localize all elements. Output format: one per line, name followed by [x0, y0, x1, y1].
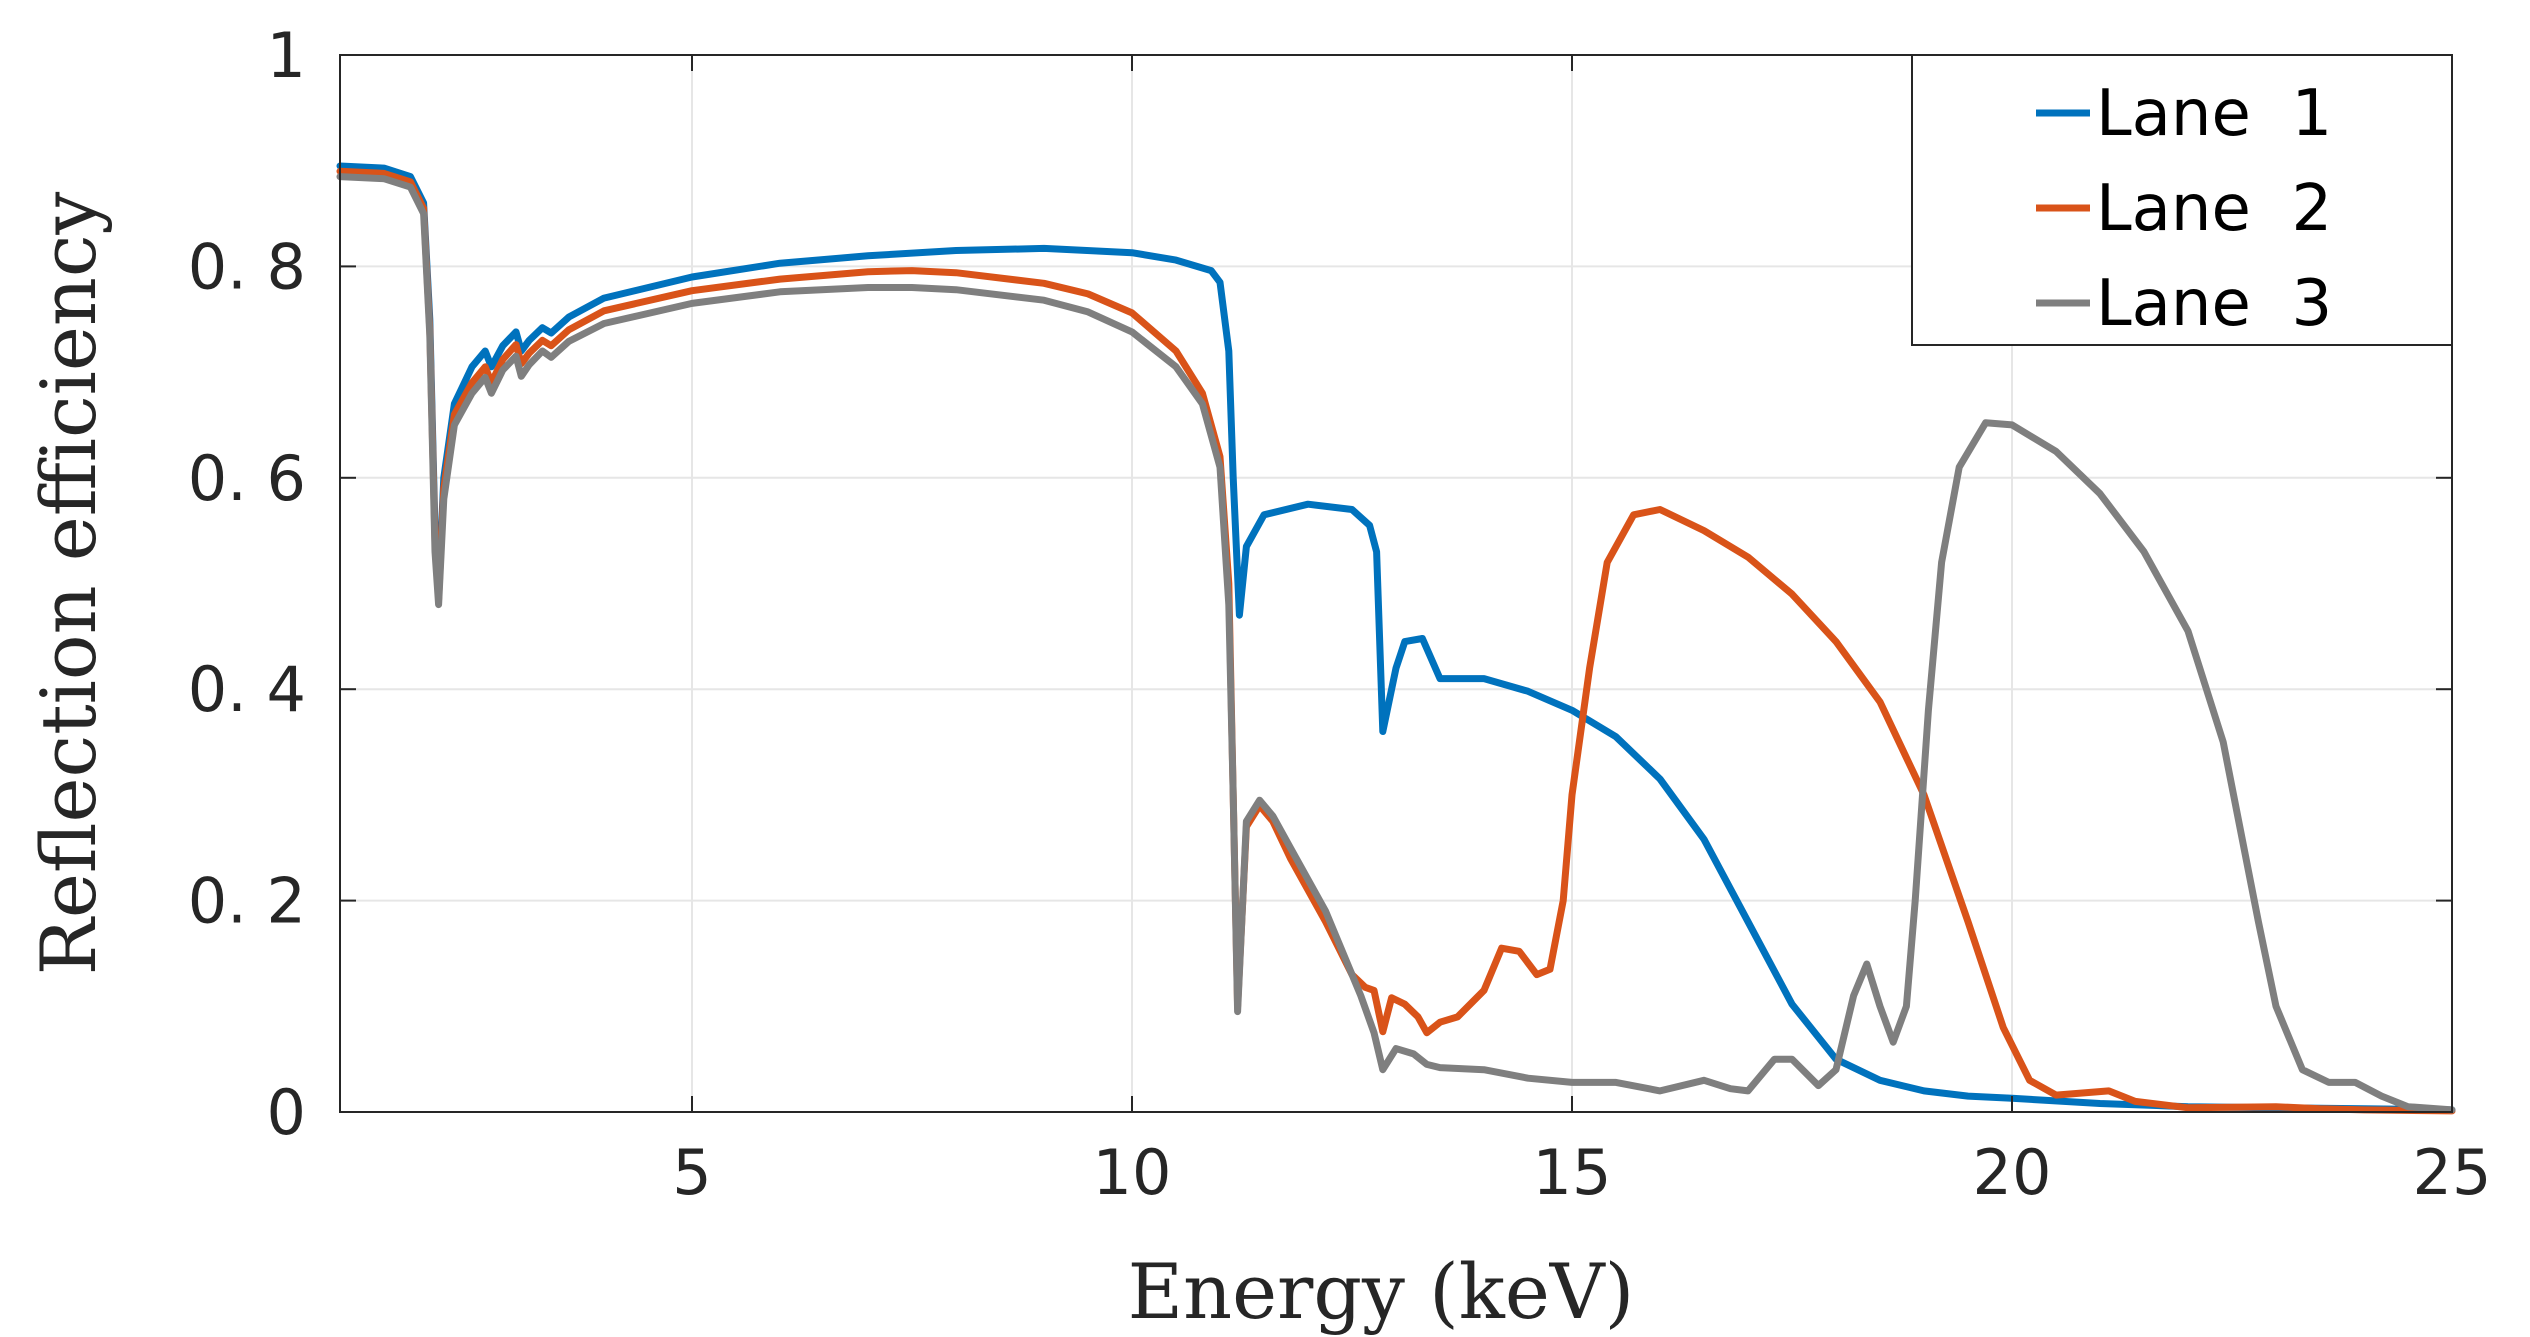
axis-ticks: 5 10 15 20 25 0 0. 2 0. 4 0. 6 0. 8 1 [188, 19, 2492, 1209]
y-tick-label: 0. 8 [188, 230, 306, 303]
series-line-lane-3 [336, 173, 2456, 1114]
legend-label-lane-1: Lane 1 [2096, 77, 2332, 151]
series-line-lane-1 [336, 162, 2456, 1114]
y-tick-label: 0. 4 [188, 653, 306, 726]
x-tick-label: 20 [1973, 1136, 2052, 1209]
x-tick-label: 10 [1093, 1136, 1172, 1209]
series-layer [336, 162, 2456, 1115]
x-tick-label: 15 [1533, 1136, 1612, 1209]
y-tick-label: 0. 2 [188, 865, 306, 938]
axes-box [339, 54, 2453, 1113]
y-axis-title: Reflection efficiency [24, 192, 113, 976]
x-tick-label: 5 [672, 1136, 711, 1209]
x-tick-label: 25 [2413, 1136, 2492, 1209]
legend-box [1911, 54, 2453, 346]
legend: Lane 1 Lane 2 Lane 3 [1911, 54, 2453, 346]
legend-label-lane-3: Lane 3 [2096, 267, 2332, 341]
y-tick-label: 0. 6 [188, 442, 306, 515]
legend-label-lane-2: Lane 2 [2096, 172, 2332, 246]
x-axis-title: Energy (keV) [1128, 1247, 1635, 1336]
y-tick-label: 1 [267, 19, 306, 92]
y-tick-label: 0 [267, 1076, 306, 1149]
